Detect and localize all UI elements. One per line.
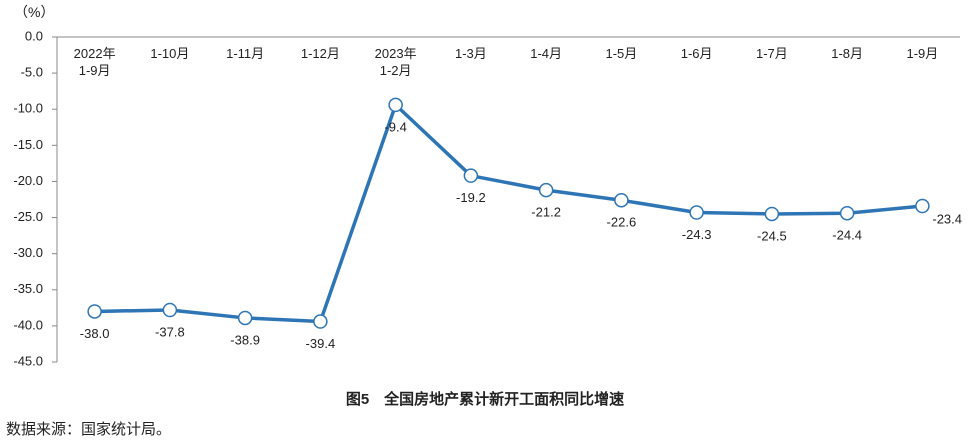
value-label: -38.0 [80, 326, 110, 341]
x-tick-label: 1-7月 [755, 46, 788, 61]
x-tick-label: 1-5月 [605, 46, 638, 61]
value-label: -21.2 [531, 205, 561, 220]
y-tick-label: -10.0 [13, 101, 43, 116]
x-tick-label: 1-11月 [226, 46, 265, 61]
x-tick-label: 2023年 1-2月 [374, 46, 417, 78]
y-tick-label: -30.0 [13, 245, 43, 260]
point-marker [313, 314, 328, 329]
x-tick-label: 1-4月 [530, 46, 563, 61]
point-marker [237, 310, 253, 326]
value-label: -23.4 [932, 211, 962, 226]
point-marker [162, 302, 178, 318]
x-tick-label: 1-6月 [680, 46, 713, 61]
y-tick-label: 0.0 [25, 28, 43, 43]
y-tick-label: -45.0 [13, 353, 43, 368]
point-marker [87, 304, 102, 319]
series-line [94, 103, 923, 324]
y-tick-label: -35.0 [13, 281, 43, 296]
point-marker [388, 97, 403, 113]
source-note: 数据来源：国家统计局。 [6, 420, 172, 438]
value-label: -38.9 [230, 332, 260, 347]
x-tick-label: 1-3月 [454, 46, 487, 61]
x-tick-label: 1-9月 [906, 46, 939, 61]
chart-title: 图5 全国房地产累计新开工面积同比增速 [345, 391, 625, 408]
point-marker [839, 205, 855, 221]
x-tick-label: 1-8月 [831, 46, 864, 61]
y-tick-label: -20.0 [13, 173, 43, 188]
point-marker [614, 192, 629, 208]
point-marker [764, 206, 780, 222]
point-marker [463, 168, 479, 183]
point-marker [538, 182, 554, 198]
x-tick-label: 1-10月 [150, 46, 190, 61]
x-tick-label: 1-12月 [300, 46, 340, 61]
value-label: -22.6 [607, 215, 637, 230]
unit-label: （%） [14, 4, 55, 20]
y-tick-label: -15.0 [13, 137, 43, 152]
value-label: -19.2 [456, 190, 486, 205]
y-tick-label: -5.0 [21, 65, 43, 80]
value-label: -24.3 [682, 227, 712, 242]
value-label: -9.4 [384, 119, 406, 134]
point-marker [915, 198, 930, 214]
value-label: -24.5 [757, 228, 787, 243]
point-marker [689, 205, 704, 220]
value-label: -37.8 [155, 324, 185, 339]
x-tick-label: 2022年 1-9月 [73, 46, 116, 78]
value-label: -39.4 [306, 336, 336, 351]
y-tick-label: -25.0 [13, 209, 43, 224]
y-tick-label: -40.0 [13, 317, 43, 332]
value-label: -24.4 [832, 228, 862, 243]
